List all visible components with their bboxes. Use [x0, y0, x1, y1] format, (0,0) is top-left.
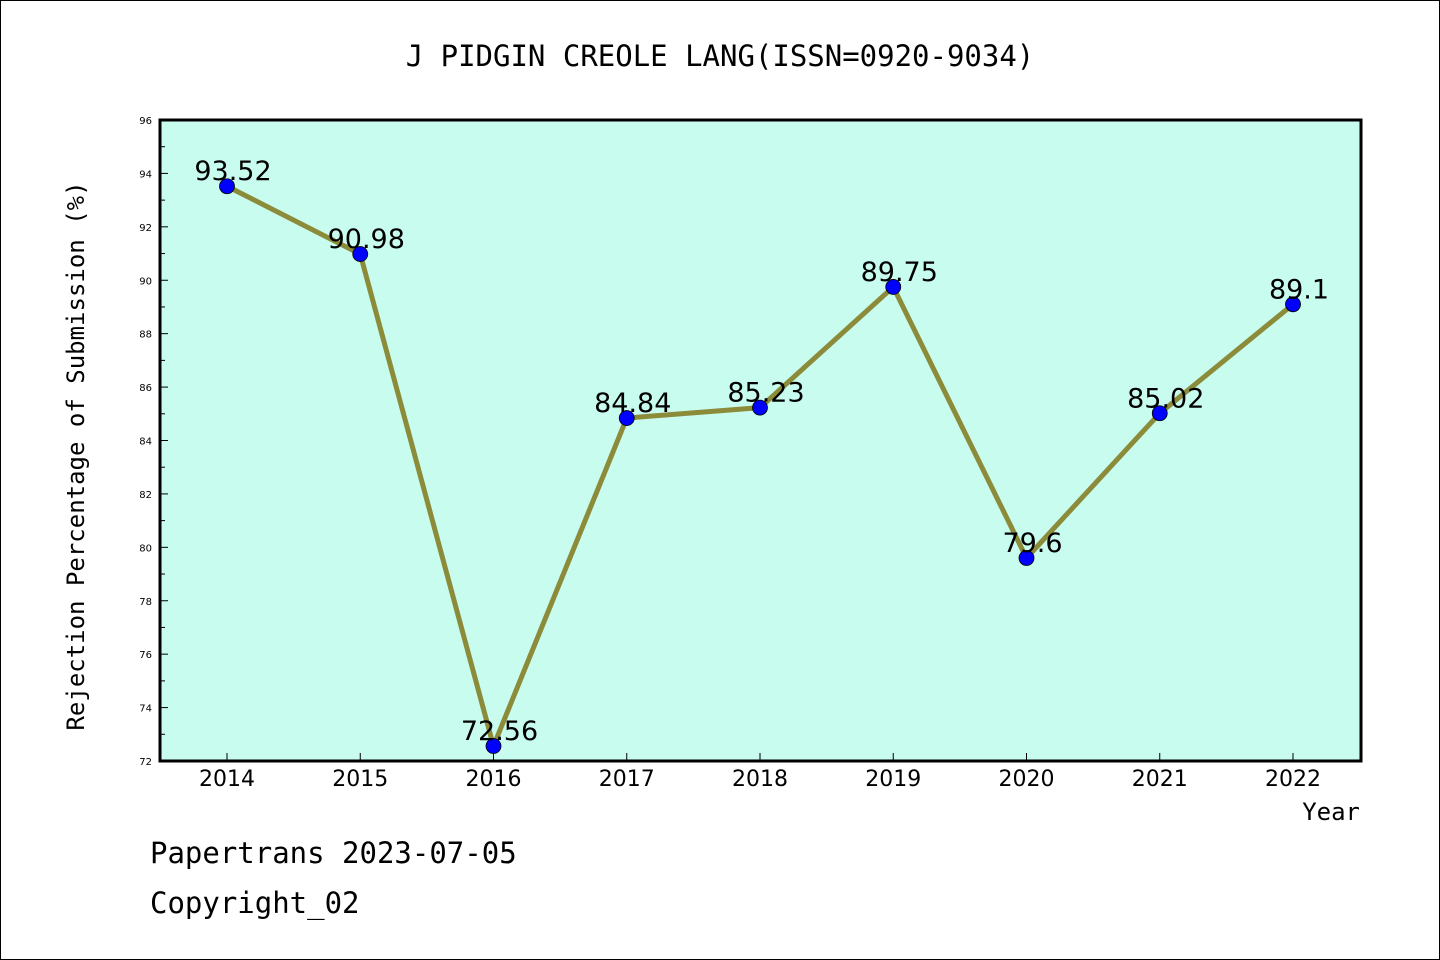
- y-axis-label: Rejection Percentage of Submission (%): [62, 181, 90, 730]
- x-axis: 2014 2015 2016 2017 2018 2019 2020 2021 2022: [199, 753, 1321, 792]
- data-point: [485, 738, 502, 754]
- data-point: [352, 246, 369, 262]
- data-label: 90.98: [328, 224, 405, 255]
- data-label: 79.6: [1002, 528, 1062, 559]
- data-point: [1018, 550, 1035, 566]
- data-point: [885, 279, 902, 295]
- footer-date: Papertrans 2023-07-05: [150, 836, 517, 870]
- y-tick-label: 78: [139, 597, 152, 608]
- data-label: 84.84: [594, 388, 671, 419]
- y-tick-label: 84: [139, 437, 152, 448]
- y-axis: 72 74 76 78 80 82 84 86 88 90 92 94 96: [139, 116, 168, 768]
- y-tick-label: 72: [139, 757, 152, 768]
- x-axis-label: Year: [1302, 798, 1360, 826]
- data-point: [752, 399, 768, 416]
- y-tick-label: 80: [139, 543, 152, 554]
- x-tick-label: 2014: [199, 767, 255, 792]
- x-tick-label: 2018: [732, 767, 788, 792]
- data-point: [1285, 296, 1301, 313]
- x-tick-label: 2017: [599, 767, 655, 792]
- plot-area: [158, 118, 1363, 763]
- series-line-group: [219, 178, 1301, 754]
- data-label-group: 93.52 90.98 72.56 84.84 85.23 89.75 79.6 85.02 8…: [194, 156, 1329, 747]
- x-tick-label: 2022: [1265, 767, 1321, 792]
- chart-title: J PIDGIN CREOLE LANG(ISSN=0920-9034): [406, 39, 1035, 73]
- y-tick-label: 92: [139, 223, 152, 234]
- y-tick-label: 96: [139, 116, 152, 127]
- y-tick-label: 88: [139, 330, 152, 341]
- data-label: 85.23: [727, 378, 804, 409]
- data-label: 93.52: [194, 156, 271, 187]
- x-tick-label: 2015: [332, 767, 388, 792]
- y-tick-label: 94: [139, 169, 152, 180]
- y-tick-label: 90: [139, 276, 152, 287]
- data-point: [618, 410, 635, 426]
- data-point: [1151, 405, 1168, 422]
- x-tick-label: 2021: [1132, 767, 1188, 792]
- y-tick-label: 76: [139, 650, 152, 661]
- data-point: [219, 178, 235, 195]
- footer-copyright: Copyright_02: [150, 886, 360, 920]
- data-label: 89.1: [1269, 274, 1329, 305]
- data-label: 85.02: [1127, 383, 1204, 414]
- x-tick-label: 2016: [466, 767, 522, 792]
- data-label: 89.75: [861, 257, 938, 288]
- y-tick-label: 86: [139, 383, 152, 394]
- data-label: 72.56: [461, 716, 538, 747]
- x-tick-label: 2019: [865, 767, 921, 792]
- y-tick-label: 82: [139, 490, 152, 501]
- x-tick-label: 2020: [999, 767, 1055, 792]
- y-tick-label: 74: [139, 704, 152, 715]
